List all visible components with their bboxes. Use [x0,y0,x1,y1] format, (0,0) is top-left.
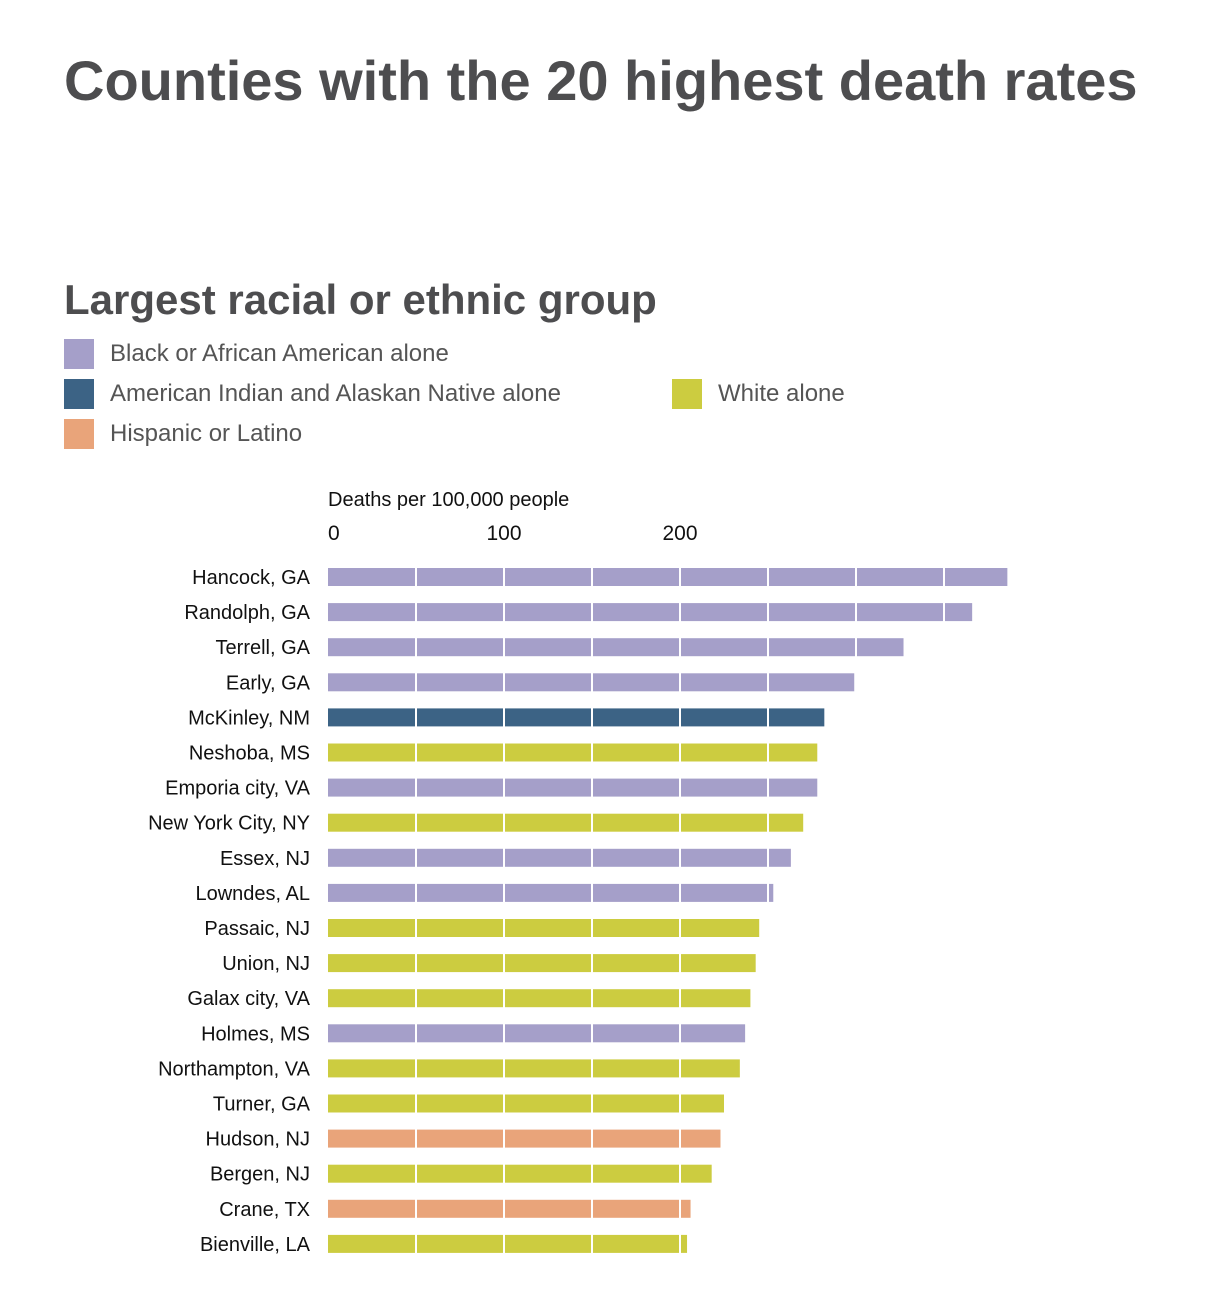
bar [328,568,1008,586]
bar [328,1199,691,1218]
bar [328,708,825,727]
category-label: Galax city, VA [187,988,310,1010]
legend-label-black: Black or African American alone [110,340,449,367]
category-label: Emporia city, VA [165,778,311,800]
bar [328,1059,740,1078]
category-label: Turner, GA [213,1094,311,1116]
category-label: Lowndes, AL [195,883,310,905]
category-label: Essex, NJ [220,848,310,870]
legend-swatch-american-indian [64,379,94,409]
legend-label-hispanic: Hispanic or Latino [110,420,303,447]
legend-item-white: White alone [672,374,845,414]
bar [328,1164,712,1183]
bar [328,883,774,902]
legend-swatch-white [672,379,702,409]
bar [328,743,818,762]
bar [328,1129,721,1148]
bar [328,919,760,937]
category-label: Crane, TX [219,1199,310,1221]
bar [328,603,973,622]
category-label: New York City, NY [148,813,310,835]
category-label: Randolph, GA [184,602,310,624]
category-label: Hancock, GA [192,567,310,589]
bar [328,813,804,832]
x-tick-label: 0 [328,522,340,545]
x-axis-ticks: 0 100 200 [328,522,698,545]
legend-label-white: White alone [718,380,845,407]
bar [328,1234,688,1253]
category-label: Bienville, LA [200,1234,311,1256]
x-tick-label: 200 [662,522,697,545]
category-label: Holmes, MS [201,1023,310,1045]
legend-label-american-indian: American Indian and Alaskan Native alone [110,380,561,407]
grid-lines [415,566,945,1255]
bars [328,568,1008,1253]
category-label: Passaic, NJ [204,918,310,940]
bar [328,954,756,973]
category-label: Terrell, GA [216,637,311,659]
legend-item-american-indian: American Indian and Alaskan Native alone [64,374,561,414]
bar [328,989,751,1008]
bar [328,638,904,657]
legend-item-hispanic: Hispanic or Latino [64,414,302,454]
bar [328,1024,746,1043]
category-labels: Hancock, GA Randolph, GA Terrell, GA Early,… [148,567,311,1256]
legend-title: Largest racial or ethnic group [64,276,657,323]
category-label: Neshoba, MS [189,743,310,765]
category-label: Hudson, NJ [206,1129,311,1151]
chart-title: Counties with the 20 highest death rates [64,49,1138,112]
legend: Black or African American alone American… [64,334,1064,464]
legend-swatch-hispanic [64,419,94,449]
bar [328,1094,724,1113]
category-label: Northampton, VA [158,1058,311,1080]
category-label: Union, NJ [222,953,310,975]
bar-chart: Deaths per 100,000 people 0 100 200 Hancoc… [148,489,1008,1256]
bar [328,848,791,867]
category-label: Bergen, NJ [210,1164,310,1186]
category-label: Early, GA [226,672,311,694]
category-label: McKinley, NM [188,707,310,729]
bar [328,778,818,797]
legend-item-black: Black or African American alone [64,334,449,374]
x-tick-label: 100 [486,522,521,545]
legend-swatch-black [64,339,94,369]
x-axis-label: Deaths per 100,000 people [328,489,569,511]
